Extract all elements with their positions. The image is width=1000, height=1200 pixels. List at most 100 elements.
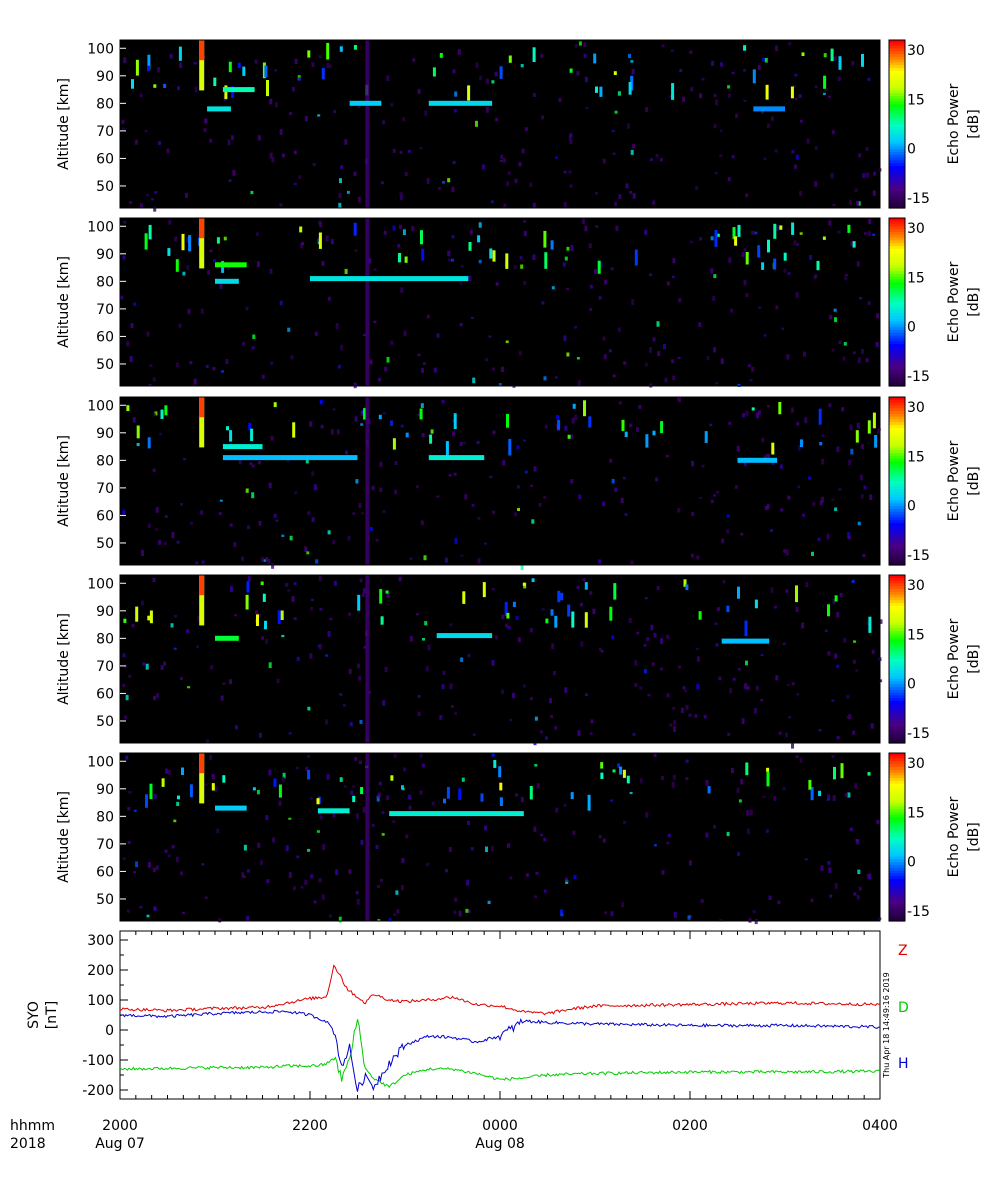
colorbar-cell bbox=[889, 321, 905, 325]
noise-pixel bbox=[150, 198, 154, 201]
noise-pixel bbox=[245, 306, 249, 311]
noise-pixel bbox=[453, 472, 457, 476]
noise-pixel bbox=[757, 410, 761, 415]
noise-pixel bbox=[494, 72, 498, 77]
noise-pixel bbox=[242, 875, 246, 878]
meteor-echo bbox=[222, 775, 226, 783]
noise-pixel bbox=[827, 794, 831, 800]
noise-pixel bbox=[566, 352, 570, 357]
noise-pixel bbox=[230, 586, 233, 592]
noise-pixel bbox=[454, 712, 457, 715]
meteor-echo bbox=[567, 434, 571, 439]
meteor-echo bbox=[380, 616, 384, 625]
noise-pixel bbox=[288, 732, 292, 735]
meteor-echo bbox=[872, 412, 876, 429]
colorbar-cell bbox=[889, 439, 905, 443]
noise-pixel bbox=[740, 778, 744, 785]
noise-pixel bbox=[672, 774, 676, 780]
noise-pixel bbox=[832, 598, 836, 604]
noise-pixel bbox=[865, 358, 869, 363]
colorbar-cell bbox=[889, 901, 905, 905]
noise-pixel bbox=[826, 533, 830, 540]
colorbar-cell bbox=[889, 761, 905, 765]
meteor-echo bbox=[385, 590, 389, 594]
colorbar-cell bbox=[889, 893, 905, 897]
noise-pixel bbox=[425, 665, 429, 672]
strong-echo-core bbox=[199, 40, 205, 61]
colorbar-cell bbox=[889, 895, 905, 900]
panel-background bbox=[120, 753, 880, 921]
noise-pixel bbox=[247, 525, 250, 529]
x-date-label: Aug 07 bbox=[95, 1136, 145, 1152]
noise-pixel bbox=[175, 856, 179, 863]
noise-pixel bbox=[381, 811, 385, 814]
noise-pixel bbox=[453, 109, 457, 113]
meteor-echo bbox=[783, 252, 787, 261]
noise-pixel bbox=[141, 600, 144, 606]
noise-pixel bbox=[478, 222, 482, 228]
noise-pixel bbox=[699, 497, 703, 499]
noise-pixel bbox=[296, 855, 300, 859]
noise-pixel bbox=[285, 583, 289, 587]
noise-pixel bbox=[360, 423, 364, 426]
colorbar-cell bbox=[889, 344, 905, 348]
noise-pixel bbox=[611, 478, 615, 484]
noise-pixel bbox=[326, 62, 330, 68]
colorbar-cell bbox=[889, 318, 905, 323]
noise-pixel bbox=[506, 181, 509, 187]
colorbar-cell bbox=[889, 492, 905, 496]
noise-pixel bbox=[848, 199, 852, 205]
y-tick-label: 100 bbox=[87, 754, 114, 770]
meteor-echo bbox=[480, 793, 484, 802]
noise-pixel bbox=[745, 410, 749, 416]
colorbar-cell bbox=[889, 769, 905, 774]
noise-pixel bbox=[615, 225, 619, 232]
noise-pixel bbox=[354, 416, 358, 422]
y-tick-label: 100 bbox=[87, 219, 114, 235]
noise-pixel bbox=[794, 73, 798, 77]
noise-pixel bbox=[862, 554, 866, 558]
noise-pixel bbox=[348, 869, 352, 874]
noise-pixel bbox=[770, 116, 774, 121]
noise-pixel bbox=[523, 230, 527, 237]
meteor-echo bbox=[149, 783, 153, 799]
noise-pixel bbox=[363, 588, 366, 594]
colorbar-cell bbox=[889, 870, 905, 874]
noise-pixel bbox=[837, 230, 841, 234]
noise-pixel bbox=[310, 607, 314, 611]
noise-pixel bbox=[392, 225, 396, 231]
colorbar-cell bbox=[889, 625, 905, 629]
noise-pixel bbox=[585, 107, 589, 110]
noise-pixel bbox=[350, 790, 354, 795]
noise-pixel bbox=[451, 186, 455, 192]
noise-pixel bbox=[604, 280, 608, 285]
noise-pixel bbox=[200, 308, 204, 314]
colorbar-cell bbox=[889, 608, 905, 612]
y-tick-label: 100 bbox=[87, 398, 114, 414]
noise-pixel bbox=[868, 219, 872, 224]
colorbar-cell bbox=[889, 246, 905, 250]
noise-pixel bbox=[580, 641, 584, 647]
noise-pixel bbox=[360, 512, 364, 515]
noise-pixel bbox=[852, 351, 856, 354]
noise-pixel bbox=[678, 298, 682, 303]
noise-pixel bbox=[516, 445, 520, 450]
colorbar-cell bbox=[889, 380, 905, 384]
colorbar-cell bbox=[889, 453, 905, 457]
noise-pixel bbox=[602, 336, 606, 341]
meteor-echo bbox=[458, 788, 462, 800]
noise-pixel bbox=[500, 366, 504, 373]
y-axis-label: Altitude [km] bbox=[56, 435, 72, 527]
noise-pixel bbox=[795, 755, 799, 758]
noise-pixel bbox=[257, 135, 261, 141]
colorbar-cell bbox=[889, 884, 905, 888]
noise-pixel bbox=[852, 659, 856, 664]
noise-pixel bbox=[839, 592, 843, 597]
meteor-echo bbox=[432, 67, 436, 77]
noise-pixel bbox=[730, 767, 734, 774]
noise-pixel bbox=[612, 374, 616, 378]
noise-pixel bbox=[155, 528, 159, 531]
noise-pixel bbox=[254, 59, 258, 64]
